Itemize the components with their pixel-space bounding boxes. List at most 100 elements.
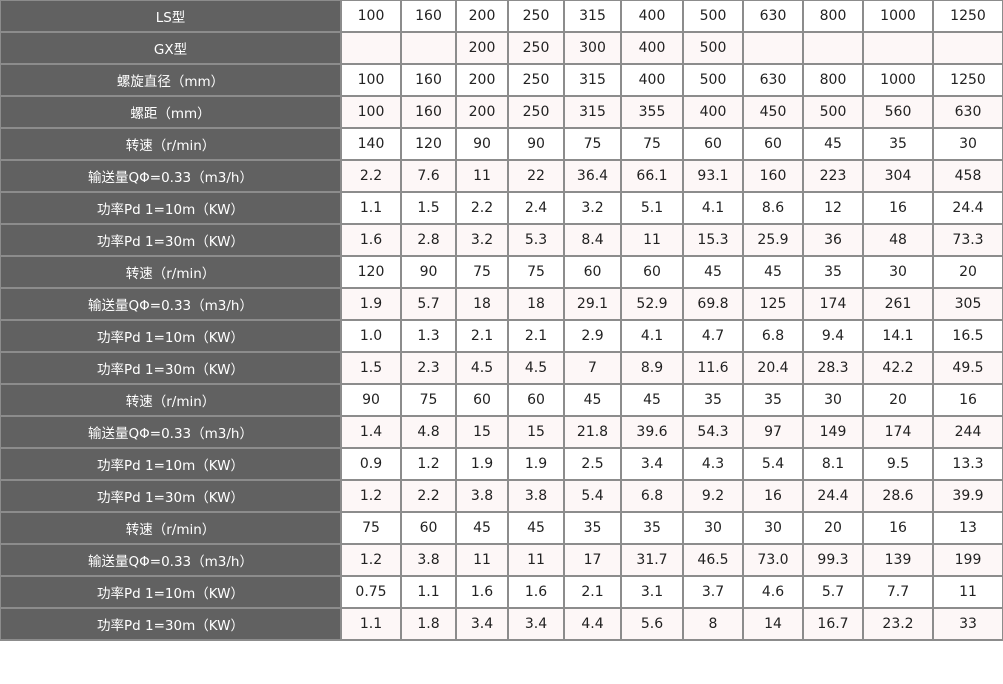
- table-cell: 4.4: [563, 607, 622, 641]
- table-cell: 45: [802, 127, 864, 161]
- table-row: 功率Pd 1=30m（KW） 1.5 2.3 4.5 4.5 7 8.9 11.6 20.4 28…: [0, 351, 1003, 385]
- table-cell: 3.4: [620, 447, 684, 481]
- table-cell: 90: [400, 255, 457, 289]
- row-header: 螺距（mm）: [0, 95, 342, 129]
- row-header: 输送量QΦ=0.33（m3/h）: [0, 287, 342, 321]
- table-cell: 355: [620, 95, 684, 129]
- table-cell: 5.3: [507, 223, 565, 257]
- table-cell: 8.6: [742, 191, 804, 225]
- table-cell: 35: [742, 383, 804, 417]
- table-cell: 7: [563, 351, 622, 385]
- table-cell: 1.9: [340, 287, 402, 321]
- table-cell: 1.3: [400, 319, 457, 353]
- table-cell: 45: [682, 255, 744, 289]
- table-row: 功率Pd 1=10m（KW） 0.75 1.1 1.6 1.6 2.1 3.1 3.7 4.6 5…: [0, 575, 1003, 609]
- table-cell: 199: [932, 543, 1003, 577]
- table-cell: 315: [563, 63, 622, 97]
- table-cell: 30: [682, 511, 744, 545]
- table-cell: 30: [802, 383, 864, 417]
- table-cell: 11: [620, 223, 684, 257]
- table-cell: 35: [682, 383, 744, 417]
- table-cell: 1.2: [400, 447, 457, 481]
- table-cell: 500: [682, 63, 744, 97]
- table-cell: 5.7: [802, 575, 864, 609]
- table-cell: 36: [802, 223, 864, 257]
- table-cell: 60: [563, 255, 622, 289]
- table-cell: 261: [862, 287, 934, 321]
- table-row: 转速（r/min） 75 60 45 45 35 35 30 30 20 16 13: [0, 511, 1003, 545]
- table-row: 转速（r/min） 120 90 75 75 60 60 45 45 35 30 20: [0, 255, 1003, 289]
- row-header: 功率Pd 1=10m（KW）: [0, 575, 342, 609]
- table-body: LS型 100 160 200 250 315 400 500 630 800 1000 1250 GX…: [0, 0, 1003, 641]
- table-cell: 45: [507, 511, 565, 545]
- table-cell: 45: [742, 255, 804, 289]
- row-header: 转速（r/min）: [0, 383, 342, 417]
- table-cell: 73.0: [742, 543, 804, 577]
- table-cell: 11: [507, 543, 565, 577]
- table-cell: 200: [455, 31, 509, 65]
- table-cell: 140: [340, 127, 402, 161]
- table-cell: 500: [802, 95, 864, 129]
- table-cell: 174: [802, 287, 864, 321]
- row-header: 功率Pd 1=10m（KW）: [0, 447, 342, 481]
- table-cell: 29.1: [563, 287, 622, 321]
- table-cell: [862, 31, 934, 65]
- table-cell: 0.9: [340, 447, 402, 481]
- table-cell: 28.3: [802, 351, 864, 385]
- table-cell: 4.1: [682, 191, 744, 225]
- table-cell: 500: [682, 31, 744, 65]
- table-cell: 4.1: [620, 319, 684, 353]
- table-cell: 125: [742, 287, 804, 321]
- table-cell: 11: [455, 543, 509, 577]
- table-cell: 12: [802, 191, 864, 225]
- table-cell: 223: [802, 159, 864, 193]
- table-cell: 2.4: [507, 191, 565, 225]
- table-cell: 4.7: [682, 319, 744, 353]
- table-cell: 9.5: [862, 447, 934, 481]
- table-cell: 33: [932, 607, 1003, 641]
- table-cell: 97: [742, 415, 804, 449]
- table-row: 输送量QΦ=0.33（m3/h） 1.9 5.7 18 18 29.1 52.9 69.8 12…: [0, 287, 1003, 321]
- row-header: 功率Pd 1=30m（KW）: [0, 351, 342, 385]
- table-cell: 1000: [862, 63, 934, 97]
- row-header: 转速（r/min）: [0, 255, 342, 289]
- table-cell: 200: [455, 63, 509, 97]
- table-cell: 1.6: [455, 575, 509, 609]
- table-cell: 75: [620, 127, 684, 161]
- table-cell: 1.1: [340, 191, 402, 225]
- table-row: GX型 200 250 300 400 500: [0, 31, 1003, 65]
- table-cell: 100: [340, 63, 402, 97]
- table-cell: 30: [932, 127, 1003, 161]
- row-header: 转速（r/min）: [0, 127, 342, 161]
- table-cell: [400, 31, 457, 65]
- row-header: 螺旋直径（mm）: [0, 63, 342, 97]
- table-cell: 24.4: [802, 479, 864, 513]
- table-cell: 458: [932, 159, 1003, 193]
- table-cell: 5.7: [400, 287, 457, 321]
- table-cell: 14.1: [862, 319, 934, 353]
- table-cell: 3.1: [620, 575, 684, 609]
- table-cell: 400: [682, 95, 744, 129]
- row-header: 功率Pd 1=30m（KW）: [0, 607, 342, 641]
- table-cell: 66.1: [620, 159, 684, 193]
- table-cell: 23.2: [862, 607, 934, 641]
- table-cell: 30: [862, 255, 934, 289]
- table-cell: 3.8: [455, 479, 509, 513]
- table-cell: 60: [400, 511, 457, 545]
- table-cell: 305: [932, 287, 1003, 321]
- table-cell: 8.1: [802, 447, 864, 481]
- table-cell: 60: [507, 383, 565, 417]
- row-header: 功率Pd 1=30m（KW）: [0, 223, 342, 257]
- table-cell: 16: [862, 191, 934, 225]
- table-cell: 31.7: [620, 543, 684, 577]
- table-cell: 2.5: [563, 447, 622, 481]
- table-cell: 160: [400, 63, 457, 97]
- table-cell: 11.6: [682, 351, 744, 385]
- table-cell: 200: [455, 0, 509, 33]
- table-cell: 8: [682, 607, 744, 641]
- table-cell: 20.4: [742, 351, 804, 385]
- table-cell: 15: [507, 415, 565, 449]
- table-cell: 3.7: [682, 575, 744, 609]
- table-cell: 20: [932, 255, 1003, 289]
- table-cell: [932, 31, 1003, 65]
